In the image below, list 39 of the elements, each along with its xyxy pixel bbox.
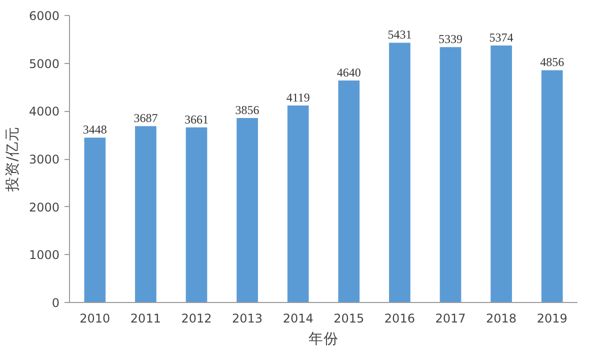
- data-label: 5374: [489, 30, 514, 44]
- y-tick-label: 6000: [28, 9, 60, 23]
- data-label: 3661: [184, 112, 208, 126]
- bar: [440, 47, 462, 302]
- data-label: 5339: [438, 32, 462, 46]
- y-tick-label: 5000: [28, 56, 60, 71]
- bar: [186, 127, 208, 302]
- bar: [84, 138, 106, 302]
- bar: [541, 70, 563, 302]
- y-tick-label: 1000: [28, 248, 60, 262]
- data-label: 4856: [540, 55, 564, 70]
- x-tick-label: 2014: [282, 312, 314, 326]
- data-label: 3448: [82, 122, 107, 137]
- y-tick-label: 2000: [28, 200, 60, 214]
- bar: [135, 126, 156, 302]
- bar: [236, 118, 258, 302]
- y-tick-label: 3000: [28, 152, 60, 166]
- x-tick-label: 2010: [80, 312, 110, 326]
- data-label: 4640: [336, 66, 361, 80]
- y-axis-title: 投资/亿元: [4, 126, 21, 192]
- x-tick-label: 2016: [384, 312, 415, 326]
- data-label: 4119: [286, 90, 310, 104]
- y-tick-label: 4000: [28, 104, 60, 119]
- x-tick-label: 2015: [334, 312, 364, 326]
- x-axis-title: 年份: [308, 330, 338, 348]
- bar: [338, 80, 360, 302]
- bar: [389, 42, 410, 302]
- x-tick-label: 2013: [232, 312, 263, 326]
- x-tick-label: 2011: [130, 312, 161, 326]
- x-tick-label: 2019: [536, 312, 568, 326]
- y-tick-label: 0: [52, 296, 60, 310]
- bar: [490, 45, 512, 302]
- data-label: 5431: [388, 28, 412, 42]
- bar: [287, 105, 309, 302]
- x-tick-label: 2012: [181, 312, 212, 326]
- x-tick-label: 2017: [435, 312, 466, 326]
- data-label: 3687: [134, 111, 158, 126]
- data-label: 3856: [235, 103, 260, 118]
- x-tick-label: 2018: [486, 312, 517, 326]
